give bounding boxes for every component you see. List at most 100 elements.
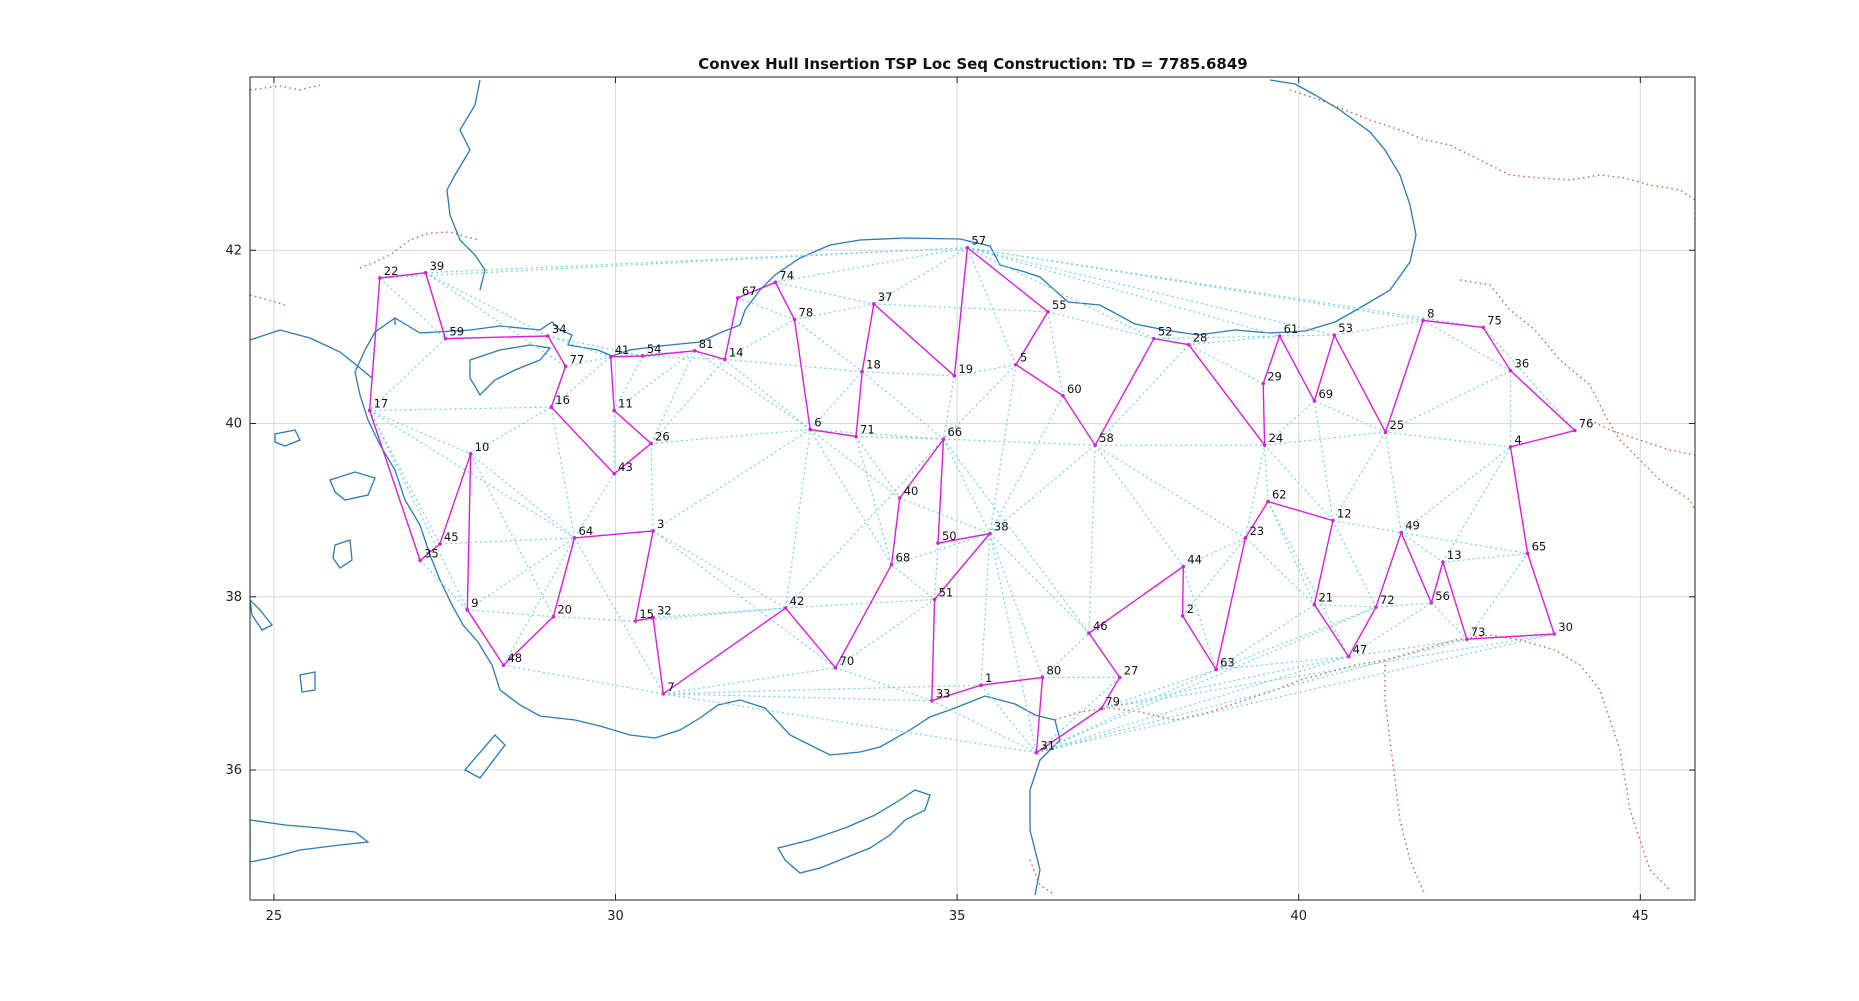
candidate-edge [943,438,1096,446]
location-point [501,663,506,668]
location-point [1525,551,1530,556]
coastline-north [394,79,1417,357]
location-label: 50 [942,529,957,543]
location-label: 66 [947,425,962,439]
candidate-edge [942,438,991,534]
candidate-edge [794,303,874,321]
candidate-edge [980,533,991,686]
location-point [783,606,788,610]
y-tick-label: 38 [225,590,242,605]
location-point [661,692,666,696]
candidate-edge [1188,335,1280,346]
candidate-edge [1047,311,1155,340]
candidate-edge [1313,400,1334,521]
candidate-edge [1267,501,1350,657]
location-point [1186,342,1191,347]
candidate-edge [1442,446,1512,563]
location-point [438,542,442,546]
location-label: 81 [699,337,714,351]
y-tick-label: 36 [225,763,242,778]
candidate-edge [724,358,863,373]
candidate-edge [967,247,1484,328]
location-label: 77 [570,352,585,366]
candidate-edge [1348,602,1432,658]
location-label: 53 [1338,321,1353,335]
candidate-edge [470,453,554,617]
candidate-edge [1042,632,1090,678]
location-point [612,471,616,476]
location-label: 67 [742,284,757,298]
candidate-edge [369,406,552,412]
location-label: 5 [1020,351,1027,365]
candidate-edge [899,497,991,535]
candidate-edge [775,281,874,305]
candidate-edge [855,436,893,565]
island-aegean-1 [329,471,376,501]
candidate-edge [1401,532,1528,555]
x-tick-label: 30 [607,909,624,924]
location-point [423,270,428,275]
location-label: 38 [994,520,1009,534]
candidate-edge [1385,370,1511,433]
border-south [1029,859,1056,896]
location-label: 47 [1353,643,1368,657]
candidate-edge [369,410,441,545]
candidate-edge [1332,520,1377,608]
candidate-edge [470,453,575,539]
location-label: 46 [1093,619,1108,633]
location-label: 51 [939,585,954,599]
candidate-edge [642,355,725,361]
candidate-edge [737,297,795,321]
location-point [443,336,448,341]
candidate-edge [1384,432,1402,533]
location-point [1429,601,1434,605]
candidate-edge [989,533,1044,678]
location-label: 16 [555,393,570,407]
location-point [1508,368,1513,373]
location-point [1014,362,1018,367]
candidate-edge [663,667,836,695]
candidate-edge [652,429,811,532]
location-label: 74 [779,268,794,282]
location-label: 33 [936,687,951,701]
location-point [546,334,550,338]
candidate-edge [503,664,664,695]
candidate-edge [369,409,471,455]
coastline-thrace [250,329,373,379]
location-label: 69 [1318,387,1333,401]
location-point [723,357,727,362]
candidate-edge [1101,668,1217,710]
candidate-edge [419,559,468,611]
location-point [551,614,556,619]
location-label: 7 [667,680,674,694]
location-point [792,317,797,322]
location-point [563,364,568,369]
candidate-edge [653,607,786,619]
location-point [468,452,473,456]
candidate-edge [1264,400,1315,446]
location-point [773,280,778,285]
candidate-edge [967,247,1280,337]
candidate-edge [1430,602,1468,640]
location-point [549,405,554,409]
location-point [941,437,946,441]
location-point [1181,564,1186,569]
candidate-edge [989,364,1017,534]
location-label: 73 [1471,625,1486,639]
location-label: 19 [958,362,973,376]
location-point [965,245,970,250]
candidate-edge [694,350,811,431]
location-point [930,698,934,703]
location-label: 4 [1515,433,1522,447]
location-label: 54 [647,342,662,356]
location-label: 43 [618,460,633,474]
location-label: 62 [1272,487,1287,501]
candidate-edge [1279,334,1335,337]
location-label: 48 [507,651,522,665]
candidate-edge [1094,444,1184,567]
location-point [1061,394,1065,398]
location-point [1087,631,1091,635]
candidate-edge [891,532,991,566]
location-label: 6 [814,416,821,430]
location-point [1332,333,1337,337]
